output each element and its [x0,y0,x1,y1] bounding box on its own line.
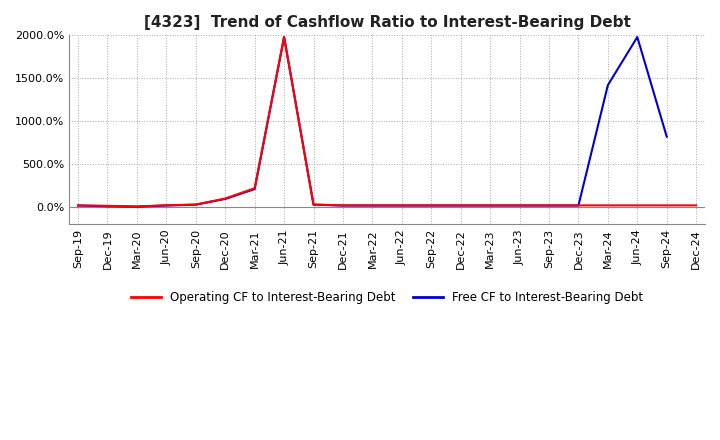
Legend: Operating CF to Interest-Bearing Debt, Free CF to Interest-Bearing Debt: Operating CF to Interest-Bearing Debt, F… [126,286,648,309]
Title: [4323]  Trend of Cashflow Ratio to Interest-Bearing Debt: [4323] Trend of Cashflow Ratio to Intere… [144,15,631,30]
